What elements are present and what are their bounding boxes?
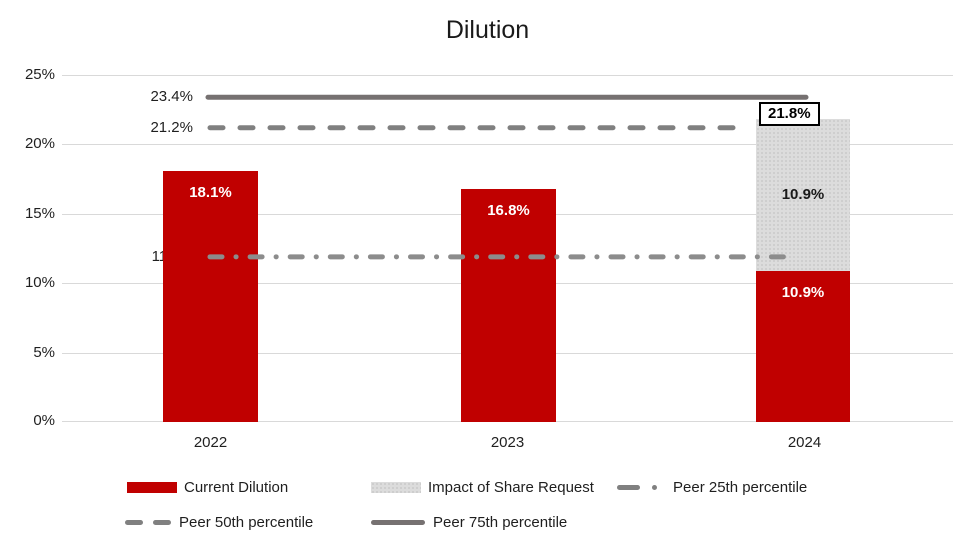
bar-data-label: 16.8% [487,201,530,219]
bar-impact-2024[interactable]: 10.9% [756,119,850,271]
gridline-25 [62,75,953,76]
bar-current-2022[interactable]: 18.1% [163,170,258,422]
y-tick-5: 5% [33,344,55,361]
x-label-2022: 2022 [193,434,228,451]
legend-item-impact-of-share-request[interactable]: Impact of Share Request [371,478,594,496]
plot-area: 25% 20% 15% 10% 5% 0% 23.4% 21.2% 11.9% … [25,66,953,451]
solid-line-icon [371,519,425,525]
y-tick-25: 25% [24,66,55,83]
gridline-20 [62,144,953,145]
y-tick-0: 0% [33,412,55,429]
peer50-value-label: 21.2% [150,118,193,136]
bar-data-label: 10.9% [781,283,825,301]
legend-item-peer-25th-percentile[interactable]: Peer 25th percentile [617,478,807,496]
legend-label: Current Dilution [184,478,289,496]
chart-legend: Current Dilution Impact of Share Request… [0,470,975,548]
legend-item-peer-75th-percentile[interactable]: Peer 75th percentile [371,513,567,531]
dash-dot-line-icon [617,484,657,490]
legend-item-peer-50th-percentile[interactable]: Peer 50th percentile [125,513,313,531]
legend-label: Peer 50th percentile [179,513,314,531]
bar-data-label: 10.9% [781,186,825,204]
bar-data-label: 18.1% [189,183,232,201]
x-label-2023: 2023 [490,434,525,451]
legend-label: Peer 75th percentile [433,513,568,531]
y-tick-10: 10% [24,274,55,291]
chart-title: Dilution [445,16,530,44]
peer75-value-label: 23.4% [150,88,193,106]
dashed-line-icon [125,519,171,525]
legend-item-current-dilution[interactable]: Current Dilution [127,478,288,496]
peer-lines-layer [205,94,809,260]
bar-current-2024[interactable]: 10.9% [756,270,850,422]
legend-label: Peer 25th percentile [673,478,808,496]
gray-swatch-icon [371,481,421,493]
red-swatch-icon [127,481,177,493]
y-tick-20: 20% [24,135,55,152]
y-tick-15: 15% [24,205,55,222]
legend-label: Impact of Share Request [428,478,594,496]
bar-current-2023[interactable]: 16.8% [461,188,556,422]
x-label-2024: 2024 [787,434,822,451]
total-label-2024: 21.8% [759,102,820,126]
